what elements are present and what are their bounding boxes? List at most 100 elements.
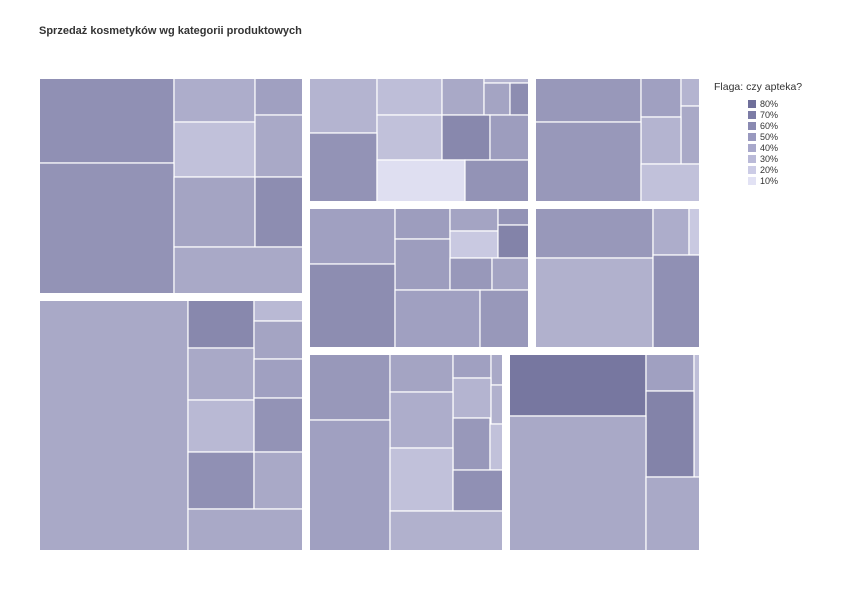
legend-label: 10% <box>760 175 779 186</box>
treemap-tile[interactable] <box>479 289 530 349</box>
treemap-tile[interactable] <box>491 257 530 291</box>
treemap-tile[interactable] <box>452 417 491 471</box>
legend-swatch <box>748 154 756 163</box>
treemap-tile[interactable] <box>308 263 396 349</box>
treemap-tile[interactable] <box>308 419 391 552</box>
treemap-tile[interactable] <box>441 77 485 116</box>
treemap-tile[interactable] <box>490 353 504 386</box>
treemap-tile[interactable] <box>38 162 175 295</box>
treemap-tile[interactable] <box>688 207 701 256</box>
treemap-tile[interactable] <box>389 447 454 512</box>
treemap-tile[interactable] <box>452 469 504 512</box>
treemap-group <box>38 299 304 552</box>
legend-swatch <box>748 110 756 119</box>
treemap-tile[interactable] <box>490 384 504 425</box>
legend-label: 40% <box>760 142 779 153</box>
treemap-tile[interactable] <box>680 105 701 165</box>
treemap-group-border <box>308 207 530 349</box>
legend: Flaga: czy apteka? 80% 70% 60% 50% 40% 30% 20%… <box>714 81 802 186</box>
treemap-tile[interactable] <box>394 238 451 291</box>
treemap-tile[interactable] <box>253 397 304 453</box>
treemap-tile[interactable] <box>187 508 304 552</box>
treemap-tile[interactable] <box>254 176 304 248</box>
treemap-tile[interactable] <box>187 399 255 453</box>
treemap-group <box>308 207 530 349</box>
treemap-tile[interactable] <box>640 116 682 165</box>
legend-swatch <box>748 99 756 108</box>
treemap-tile[interactable] <box>452 377 492 419</box>
legend-swatch <box>748 143 756 152</box>
treemap-tile[interactable] <box>38 299 189 552</box>
treemap-tile[interactable] <box>449 230 499 259</box>
treemap-tile[interactable] <box>534 77 642 123</box>
treemap-tile[interactable] <box>376 77 443 116</box>
treemap-tile[interactable] <box>509 82 530 116</box>
treemap-group <box>508 353 701 552</box>
treemap-tile[interactable] <box>680 77 701 107</box>
treemap-tile[interactable] <box>508 415 647 552</box>
treemap-tile[interactable] <box>394 289 481 349</box>
treemap-group <box>38 77 304 295</box>
treemap-tile[interactable] <box>376 114 443 161</box>
treemap-tile[interactable] <box>253 451 304 510</box>
treemap-tile[interactable] <box>452 353 492 379</box>
treemap-tile[interactable] <box>652 207 690 256</box>
treemap-tile[interactable] <box>308 353 391 421</box>
treemap-tile[interactable] <box>645 353 695 392</box>
treemap-tile[interactable] <box>449 207 499 232</box>
treemap-tile[interactable] <box>640 163 701 203</box>
treemap-tile[interactable] <box>394 207 451 240</box>
treemap-tile[interactable] <box>497 207 530 226</box>
legend-label: 60% <box>760 120 779 131</box>
treemap-tile[interactable] <box>173 121 256 178</box>
treemap-tile[interactable] <box>645 476 701 552</box>
treemap-group-border <box>534 207 701 349</box>
treemap-tile[interactable] <box>187 451 255 510</box>
treemap-tile[interactable] <box>464 159 530 203</box>
treemap-tile[interactable] <box>253 299 304 322</box>
treemap-group-border <box>308 77 530 203</box>
treemap-tile[interactable] <box>534 207 654 259</box>
treemap-group <box>534 77 701 203</box>
treemap-tile[interactable] <box>308 207 396 265</box>
treemap-tile[interactable] <box>38 77 175 164</box>
treemap-tile[interactable] <box>534 257 654 349</box>
treemap-tile[interactable] <box>254 114 304 178</box>
treemap-tile[interactable] <box>187 347 255 401</box>
treemap-tile[interactable] <box>489 114 530 161</box>
treemap-group <box>308 77 530 203</box>
treemap-tile[interactable] <box>508 353 647 417</box>
treemap-tile[interactable] <box>497 224 530 259</box>
treemap-tile[interactable] <box>173 77 256 123</box>
treemap-tile[interactable] <box>389 391 454 449</box>
treemap-tile[interactable] <box>173 246 304 295</box>
legend-item: 20% <box>748 164 802 175</box>
treemap-tile[interactable] <box>449 257 493 291</box>
treemap-tile[interactable] <box>308 132 378 203</box>
treemap-tile[interactable] <box>534 121 642 203</box>
legend-item: 10% <box>748 175 802 186</box>
treemap-tile[interactable] <box>187 299 255 349</box>
legend-swatch <box>748 176 756 185</box>
legend-label: 30% <box>760 153 779 164</box>
treemap-group-border <box>508 353 701 552</box>
treemap-tile[interactable] <box>441 114 491 161</box>
legend-label: 70% <box>760 109 779 120</box>
legend-item: 40% <box>748 142 802 153</box>
treemap-tile[interactable] <box>376 159 466 203</box>
legend-item: 30% <box>748 153 802 164</box>
treemap-tile[interactable] <box>652 254 701 349</box>
treemap-tile[interactable] <box>254 77 304 116</box>
treemap-tile[interactable] <box>640 77 682 118</box>
treemap-tile[interactable] <box>389 353 454 393</box>
treemap-tile[interactable] <box>389 510 504 552</box>
treemap-tile[interactable] <box>308 77 378 134</box>
treemap-tile[interactable] <box>645 390 695 478</box>
treemap-tile[interactable] <box>253 320 304 360</box>
treemap-tile[interactable] <box>489 423 504 471</box>
treemap-tile[interactable] <box>483 82 511 116</box>
treemap-group-border <box>38 77 304 295</box>
treemap-tile[interactable] <box>173 176 256 248</box>
treemap-tile[interactable] <box>253 358 304 399</box>
